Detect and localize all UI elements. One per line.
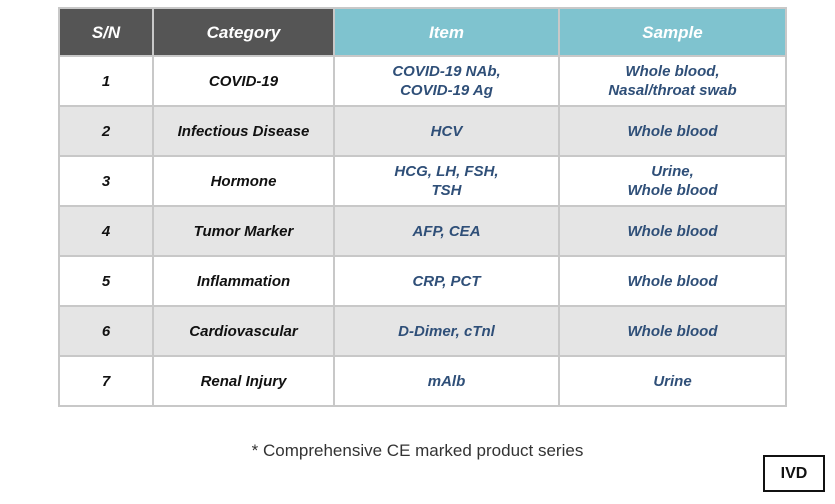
- item-line: HCV: [430, 122, 463, 140]
- cell-sample: Urine: [558, 355, 787, 407]
- cell-sn: 6: [58, 305, 154, 357]
- cell-category: Inflammation: [152, 255, 335, 307]
- cell-sn: 3: [58, 155, 154, 207]
- cell-sample: Whole blood: [558, 205, 787, 257]
- table-row: 5 Inflammation CRP, PCT Whole blood: [58, 255, 787, 307]
- sample-line: Urine,: [651, 163, 694, 180]
- table-row: 6 Cardiovascular D-Dimer, cTnl Whole blood: [58, 305, 787, 357]
- sample-line: Whole blood: [627, 322, 718, 340]
- sample-line: Whole blood: [627, 222, 718, 240]
- header-category: Category: [152, 7, 335, 57]
- item-line: HCG, LH, FSH,: [394, 163, 499, 180]
- cell-category: COVID-19: [152, 55, 335, 107]
- cell-sn: 1: [58, 55, 154, 107]
- cell-item: D-Dimer, cTnl: [333, 305, 560, 357]
- cell-item: AFP, CEA: [333, 205, 560, 257]
- cell-item: mAlb: [333, 355, 560, 407]
- sample-line: Whole blood: [627, 272, 718, 290]
- cell-category: Renal Injury: [152, 355, 335, 407]
- table-row: 2 Infectious Disease HCV Whole blood: [58, 105, 787, 157]
- ivd-badge: IVD: [763, 455, 825, 492]
- cell-item: COVID-19 NAb, COVID-19 Ag: [333, 55, 560, 107]
- cell-sample: Whole blood: [558, 305, 787, 357]
- cell-sn: 5: [58, 255, 154, 307]
- sample-line: Urine: [653, 372, 692, 390]
- header-row: S/N Category Item Sample: [58, 7, 787, 57]
- product-table: S/N Category Item Sample 1 COVID-19 COVID-…: [58, 7, 787, 407]
- sample-line: Whole blood: [627, 182, 718, 199]
- item-line: mAlb: [427, 372, 466, 390]
- header-item: Item: [333, 7, 560, 57]
- cell-sample: Whole blood, Nasal/throat swab: [558, 55, 787, 107]
- cell-sample: Whole blood: [558, 105, 787, 157]
- footnote: * Comprehensive CE marked product series: [251, 441, 584, 460]
- table-row: 7 Renal Injury mAlb Urine: [58, 355, 787, 407]
- header-sample: Sample: [558, 7, 787, 57]
- item-line: D-Dimer, cTnl: [398, 322, 495, 340]
- cell-sn: 7: [58, 355, 154, 407]
- cell-sample: Whole blood: [558, 255, 787, 307]
- cell-sample: Urine, Whole blood: [558, 155, 787, 207]
- cell-item: HCG, LH, FSH, TSH: [333, 155, 560, 207]
- cell-category: Infectious Disease: [152, 105, 335, 157]
- table-row: 3 Hormone HCG, LH, FSH, TSH Urine, Whole bloo…: [58, 155, 787, 207]
- sample-line: Whole blood: [627, 122, 718, 140]
- cell-sn: 2: [58, 105, 154, 157]
- item-line: COVID-19 Ag: [400, 82, 493, 99]
- table-row: 4 Tumor Marker AFP, CEA Whole blood: [58, 205, 787, 257]
- sample-line: Whole blood,: [625, 63, 720, 80]
- item-line: CRP, PCT: [412, 272, 481, 290]
- cell-item: HCV: [333, 105, 560, 157]
- item-line: COVID-19 NAb,: [392, 63, 501, 80]
- sample-line: Nasal/throat swab: [608, 82, 737, 99]
- cell-category: Cardiovascular: [152, 305, 335, 357]
- cell-category: Tumor Marker: [152, 205, 335, 257]
- cell-category: Hormone: [152, 155, 335, 207]
- item-line: AFP, CEA: [412, 222, 481, 240]
- cell-sn: 4: [58, 205, 154, 257]
- cell-item: CRP, PCT: [333, 255, 560, 307]
- header-sn: S/N: [58, 7, 154, 57]
- table-body: 1 COVID-19 COVID-19 NAb, COVID-19 Ag Whole b…: [58, 55, 787, 407]
- item-line: TSH: [431, 182, 462, 199]
- table-row: 1 COVID-19 COVID-19 NAb, COVID-19 Ag Whole b…: [58, 55, 787, 107]
